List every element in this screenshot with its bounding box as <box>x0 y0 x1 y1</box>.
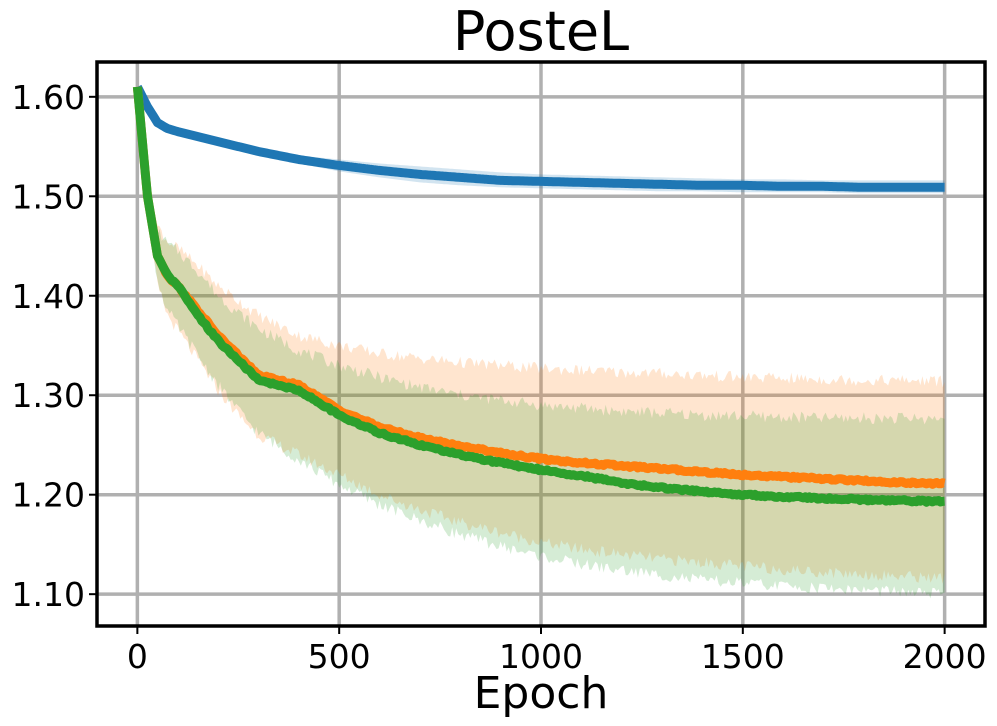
series-line-2 <box>132 86 948 507</box>
y-tick-label-1: 1.20 <box>12 476 85 515</box>
x-tick-label-4: 2000 <box>903 637 987 676</box>
x-tick-label-2: 1000 <box>499 637 583 676</box>
y-tick-label-0: 1.10 <box>12 575 85 614</box>
series-line-1 <box>132 86 948 489</box>
axis-labels: Epoch <box>474 668 609 719</box>
axis-ticks: 0 500 1000 1500 2000 1.10 1.20 1.30 1.40 1.50 1.60 <box>12 78 987 676</box>
grid-lines <box>97 62 985 626</box>
x-tick-label-0: 0 <box>127 637 148 676</box>
y-tick-label-4: 1.50 <box>12 177 85 216</box>
chart-title: PosteL <box>452 0 630 63</box>
series-band-1 <box>137 86 945 584</box>
series-lines <box>132 84 948 507</box>
series-line-0 <box>133 84 948 192</box>
x-axis-label: Epoch <box>474 668 609 719</box>
y-tick-label-5: 1.60 <box>12 78 85 117</box>
x-tick-label-1: 500 <box>308 637 371 676</box>
y-tick-label-3: 1.40 <box>12 277 85 316</box>
x-tick-label-3: 1500 <box>701 637 785 676</box>
y-tick-label-2: 1.30 <box>12 376 85 415</box>
